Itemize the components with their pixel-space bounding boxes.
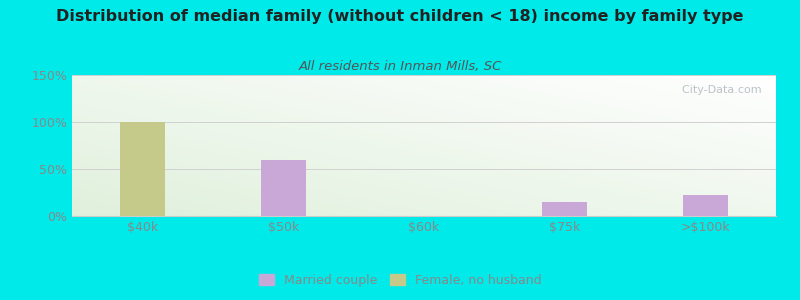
Bar [261, 160, 306, 216]
Bar [683, 195, 728, 216]
Legend: Married couple, Female, no husband: Married couple, Female, no husband [255, 270, 545, 291]
Text: City-Data.com: City-Data.com [675, 85, 762, 95]
Text: All residents in Inman Mills, SC: All residents in Inman Mills, SC [298, 60, 502, 73]
Bar [120, 122, 165, 216]
Text: Distribution of median family (without children < 18) income by family type: Distribution of median family (without c… [56, 9, 744, 24]
Bar [542, 202, 587, 216]
